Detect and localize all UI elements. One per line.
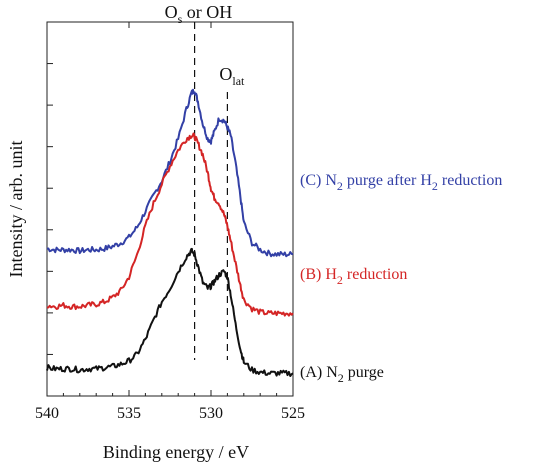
series-label-1: (B) H2 reduction bbox=[300, 266, 407, 287]
x-tick-labels: 540 535 530 525 bbox=[35, 405, 305, 422]
series-line-1 bbox=[46, 132, 294, 317]
annotation-os-oh: Os or OH bbox=[165, 2, 233, 26]
x-tick-label: 535 bbox=[117, 405, 141, 422]
annotation-olat: Olat bbox=[219, 64, 245, 88]
axis-ticks bbox=[46, 22, 294, 396]
x-axis-label: Binding energy / eV bbox=[103, 442, 249, 462]
x-tick-label: 540 bbox=[35, 405, 59, 422]
x-tick-label: 530 bbox=[199, 405, 223, 422]
annotations: Os or OH Olat bbox=[165, 2, 245, 88]
series-label-0: (C) N2 purge after H2 reduction bbox=[300, 172, 502, 193]
series-line-0 bbox=[46, 88, 294, 258]
plot-frame bbox=[46, 21, 294, 397]
series-line-2 bbox=[46, 247, 294, 377]
series-label-2: (A) N2 purge bbox=[300, 364, 384, 385]
series-lines bbox=[46, 88, 294, 377]
x-tick-label: 525 bbox=[281, 405, 305, 422]
series-labels: (C) N2 purge after H2 reduction (B) H2 re… bbox=[300, 172, 502, 385]
y-axis-label: Intensity / arb. unit bbox=[6, 141, 26, 278]
